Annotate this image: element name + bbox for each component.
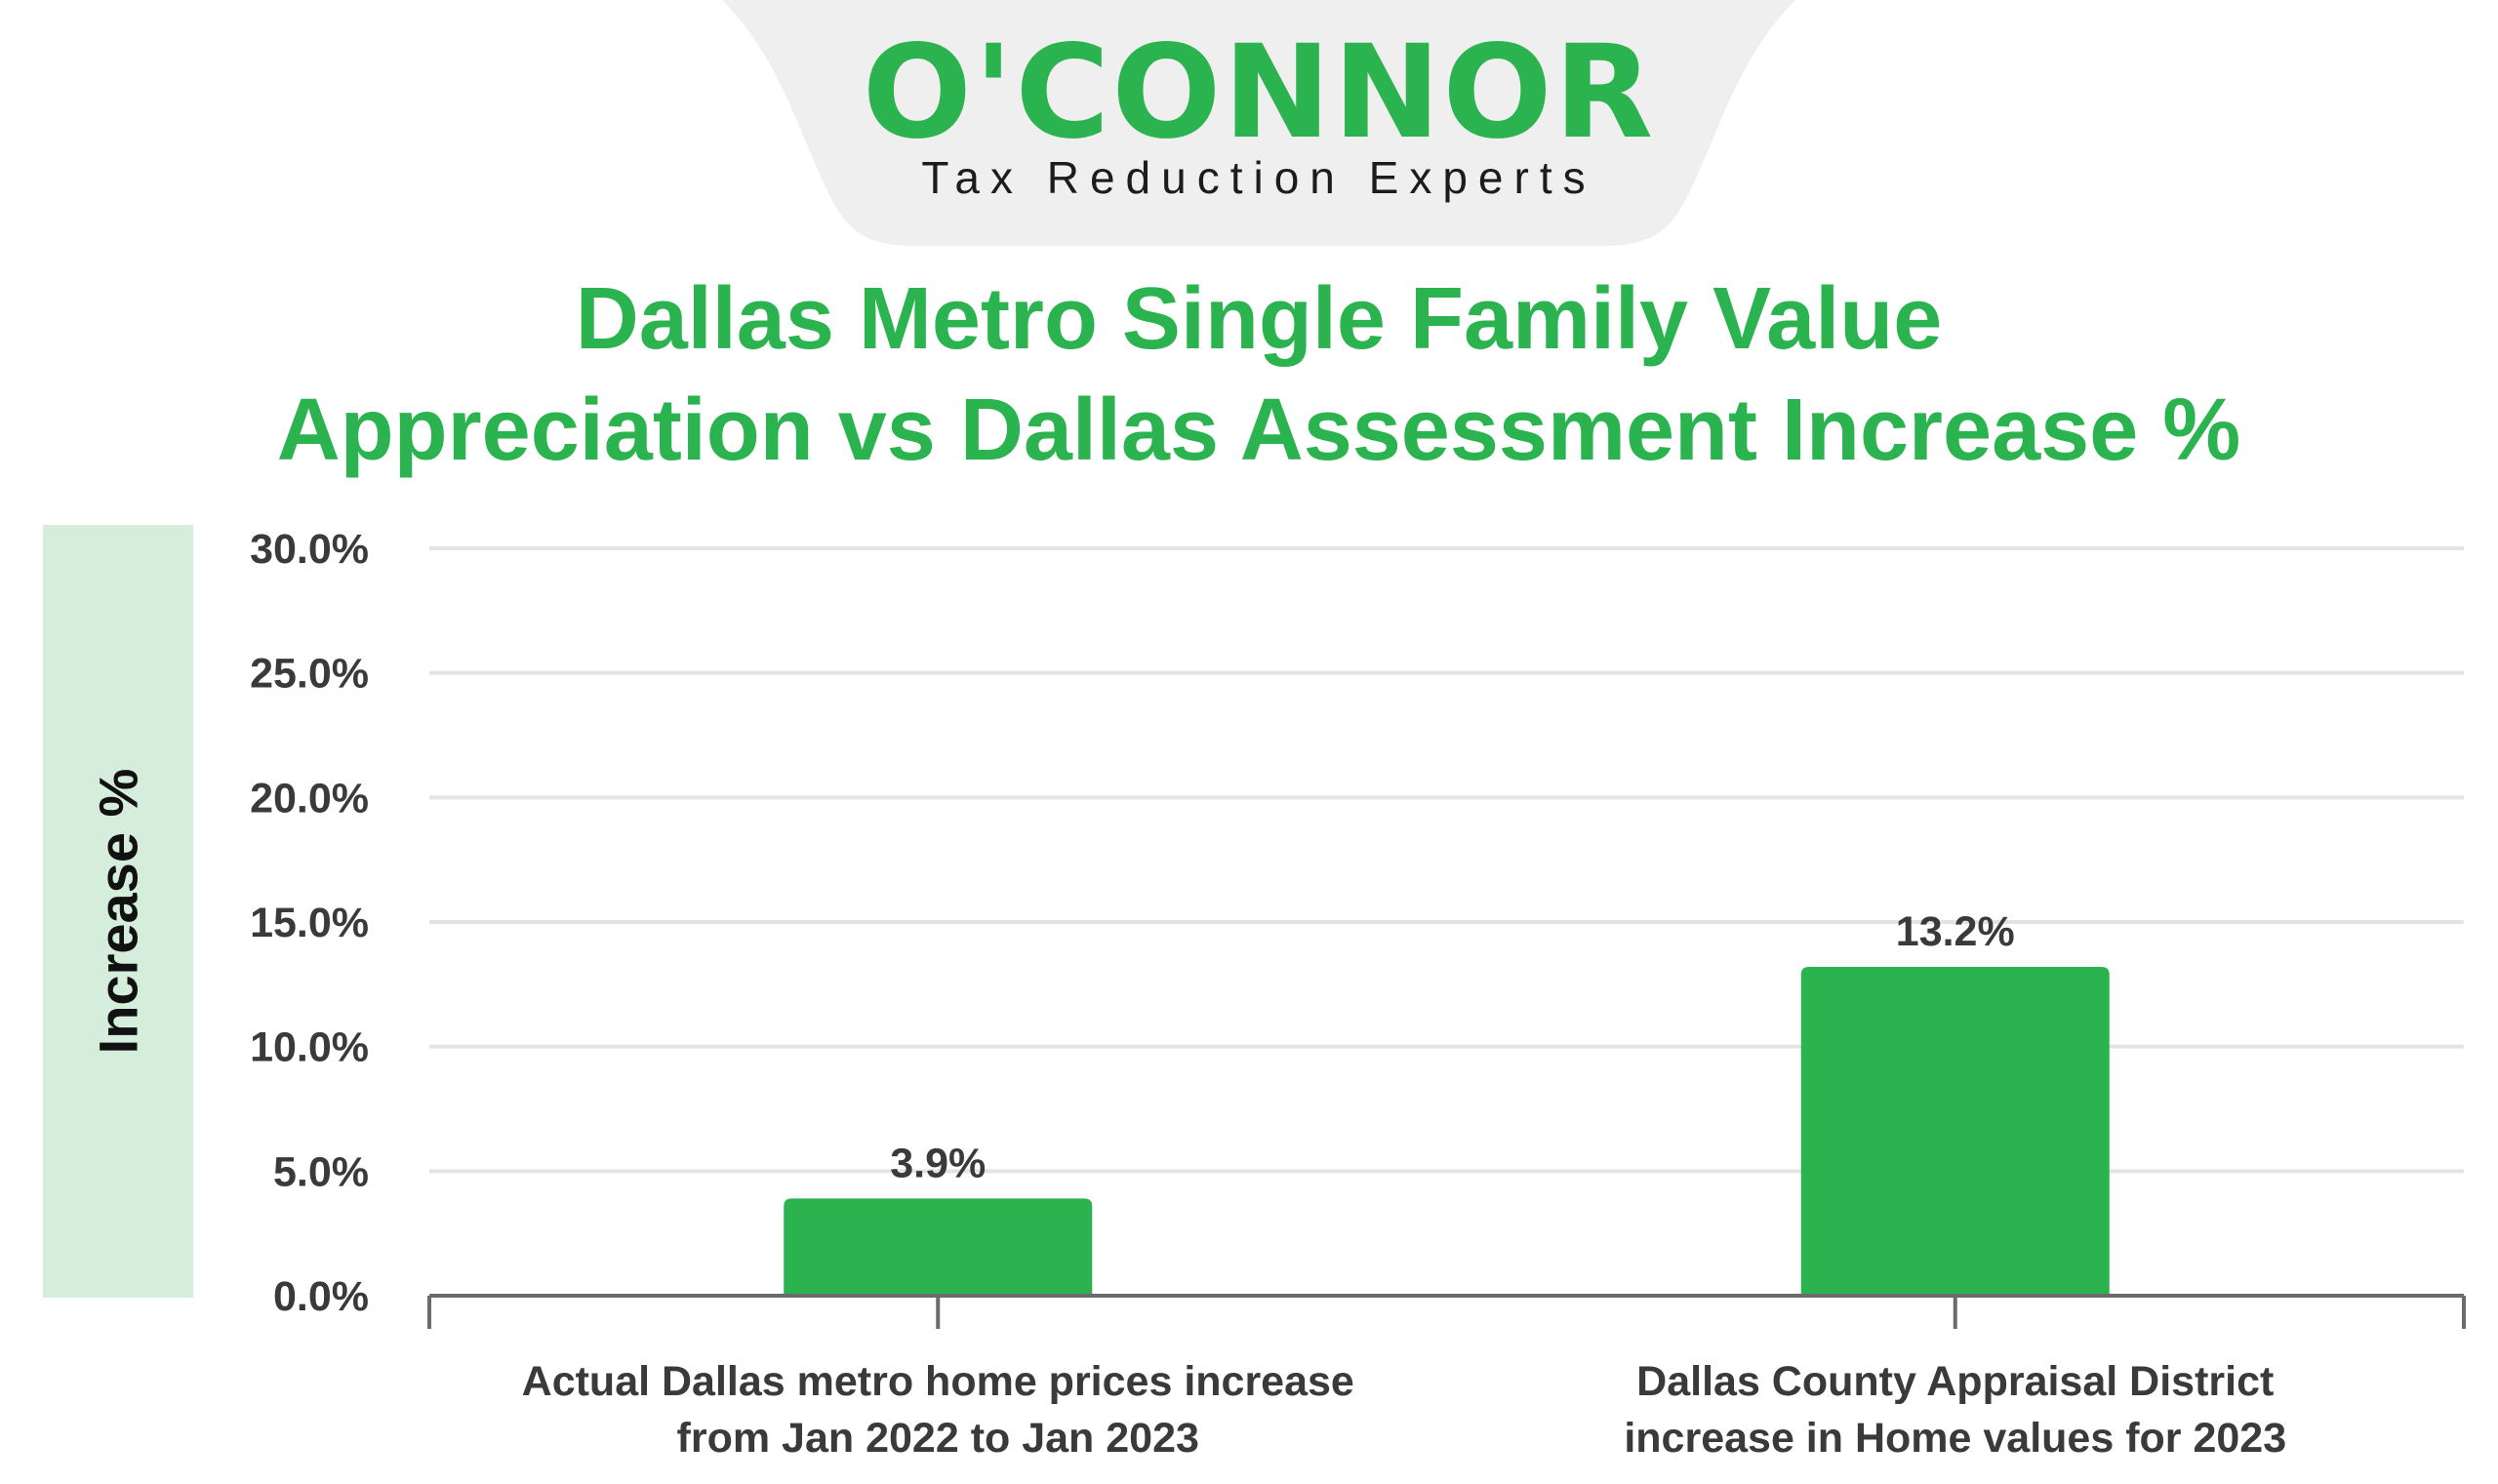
x-category-label: increase in Home values for 2023 [1624,1415,2286,1462]
bar [784,1198,1093,1296]
x-category-label: Dallas County Appraisal District [1636,1358,2274,1405]
bar [1800,966,2110,1296]
chart-title: Dallas Metro Single Family Value Appreci… [176,263,2342,486]
chart-title-line-2: Appreciation vs Dallas Assessment Increa… [276,381,2241,479]
data-label: 13.2% [1896,908,2015,955]
y-tick-label: 20.0% [250,775,369,822]
logo-tab-background [722,0,1795,246]
data-label: 3.9% [890,1140,986,1186]
chart-title-line-1: Dallas Metro Single Family Value [575,270,1943,368]
x-category-label: Actual Dallas metro home prices increase [522,1358,1354,1405]
y-tick-label: 25.0% [250,651,369,698]
x-category-label: from Jan 2022 to Jan 2023 [677,1415,1199,1462]
y-axis-label-band [43,525,193,1298]
logo-tagline: Tax Reduction Experts [921,152,1596,203]
y-tick-label: 10.0% [250,1024,369,1071]
logo-area: O'CONNOR Tax Reduction Experts [722,0,1795,246]
y-tick-label: 15.0% [250,900,369,946]
y-tick-label: 5.0% [273,1148,369,1195]
y-tick-label: 30.0% [250,526,369,573]
company-logo: O'CONNOR [862,18,1656,168]
tab-shape [722,0,1795,246]
y-tick-label: 0.0% [273,1273,369,1320]
